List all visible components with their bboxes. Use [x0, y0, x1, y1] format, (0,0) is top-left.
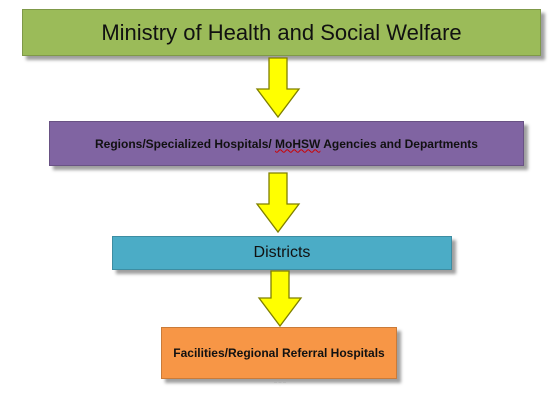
page-number-mark — [274, 382, 286, 387]
arrow-districts-to-facilities — [257, 270, 303, 328]
node-districts-label: Districts — [253, 244, 311, 261]
node-districts: Districts — [112, 236, 452, 270]
arrow-ministry-to-regions — [255, 57, 301, 119]
node-regions-label: Regions/Specialized Hospitals/ MoHSW Age… — [95, 136, 478, 151]
node-facilities: Facilities/Regional Referral Hospitals — [161, 327, 397, 379]
spellcheck-flagged-word: MoHSW — [275, 136, 321, 151]
node-ministry-label: Ministry of Health and Social Welfare — [101, 19, 462, 45]
node-ministry: Ministry of Health and Social Welfare — [22, 9, 541, 56]
node-facilities-label: Facilities/Regional Referral Hospitals — [173, 345, 385, 360]
arrow-regions-to-districts — [255, 172, 301, 234]
node-regions: Regions/Specialized Hospitals/ MoHSW Age… — [49, 121, 524, 166]
